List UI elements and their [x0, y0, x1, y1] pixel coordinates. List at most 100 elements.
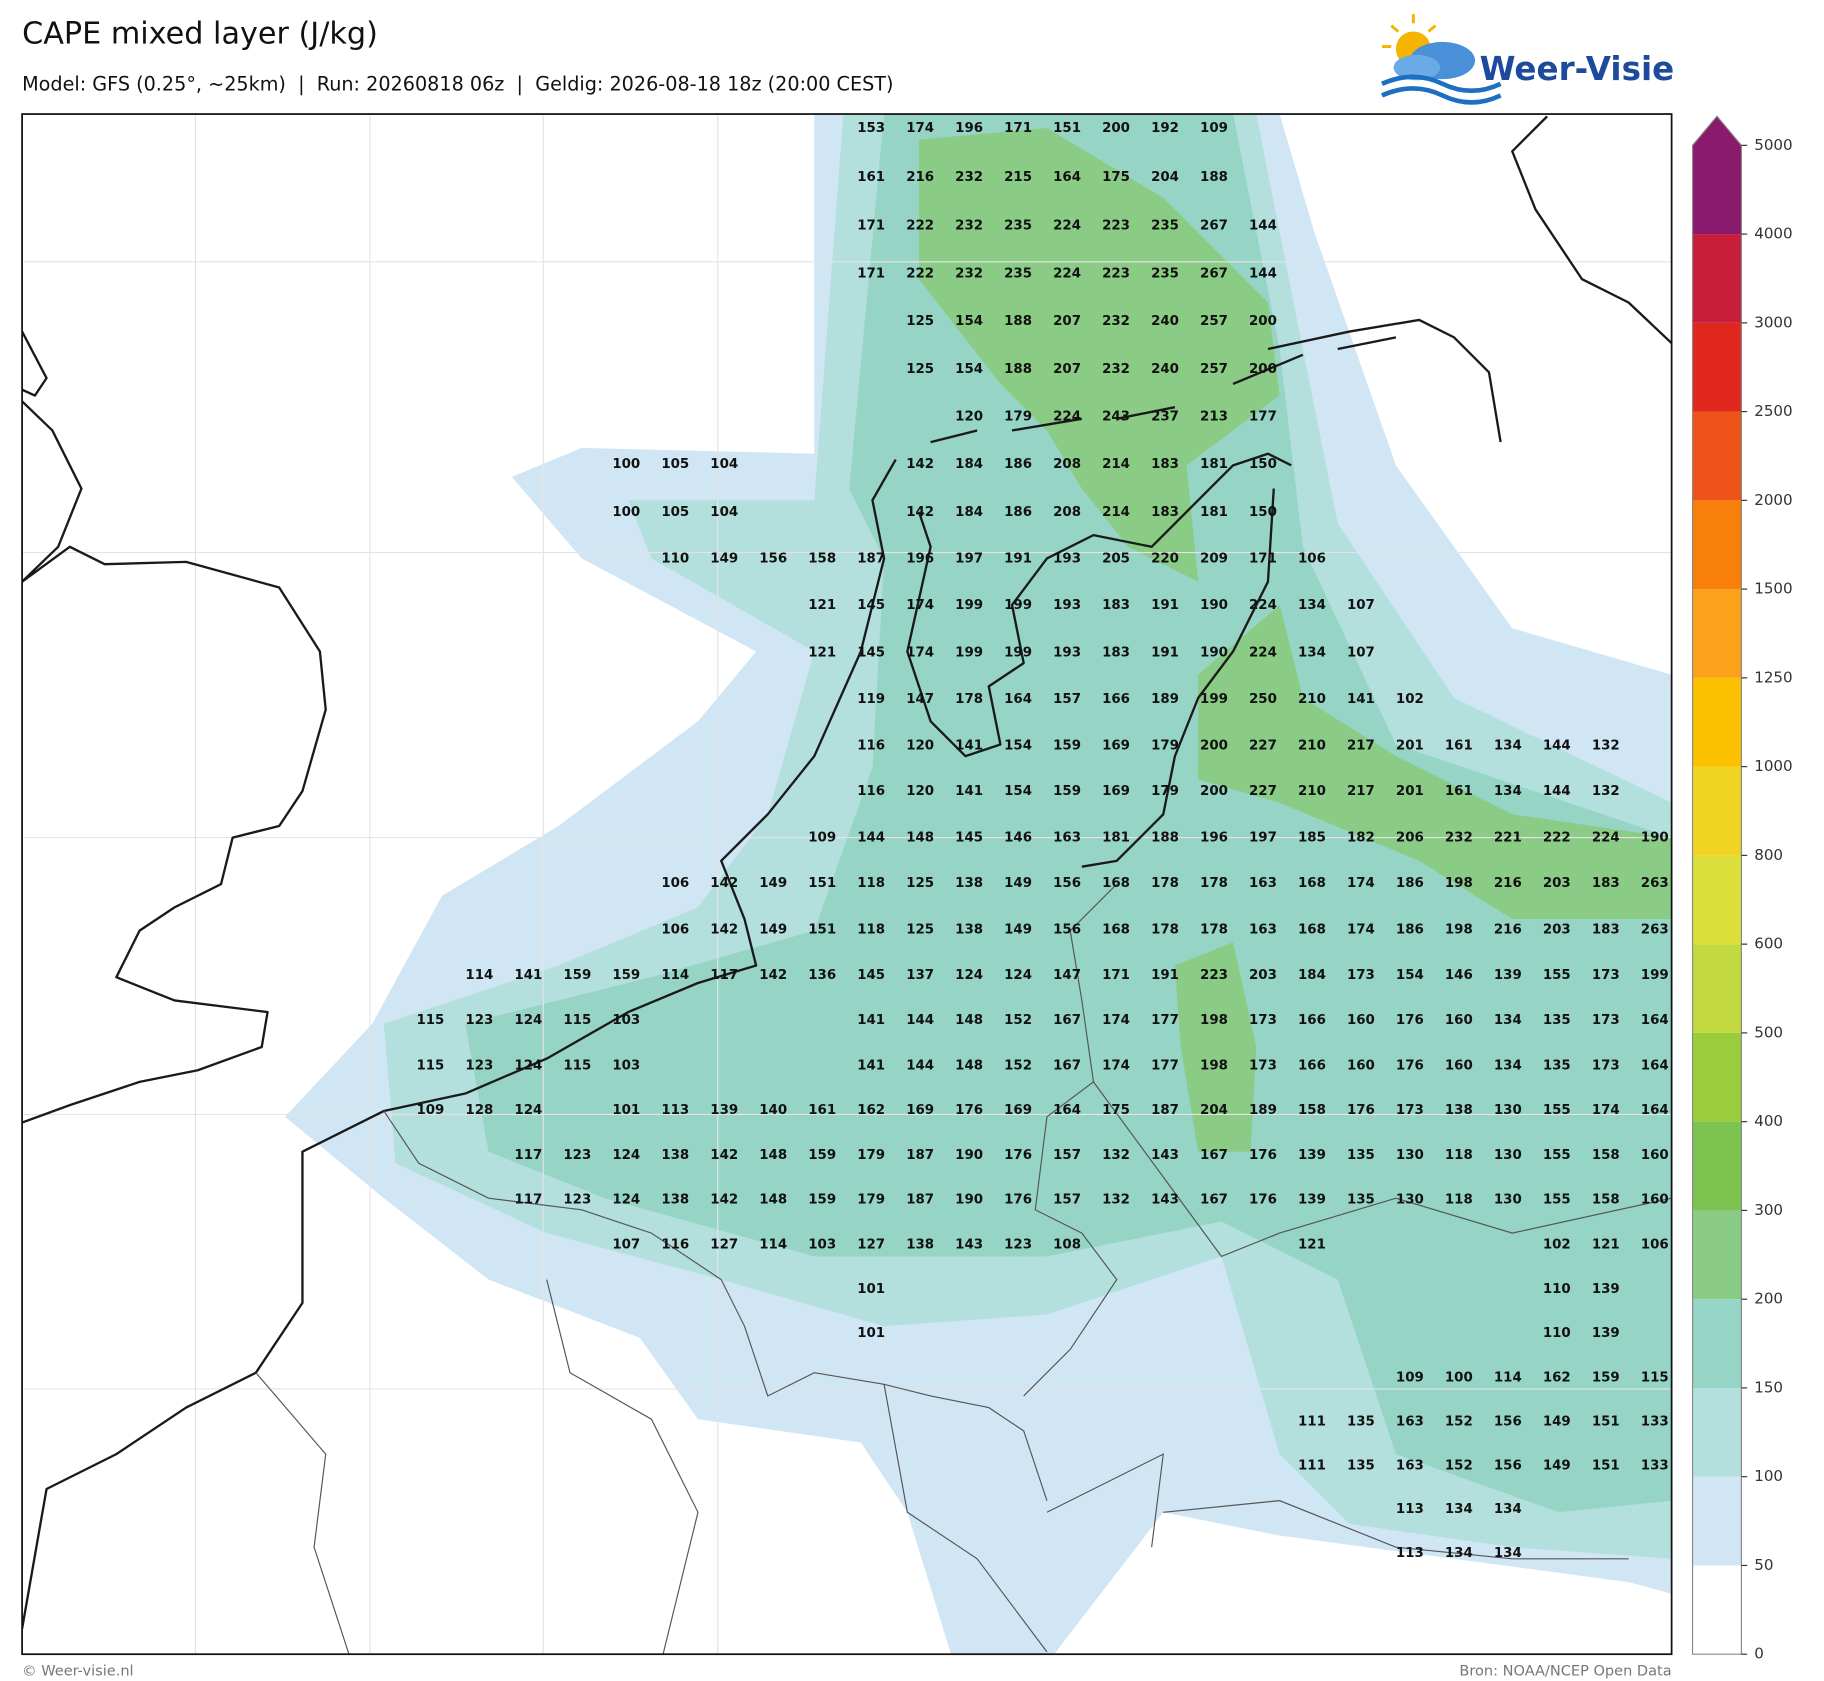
cape-label: 183 — [1592, 922, 1620, 937]
cape-label: 144 — [857, 831, 885, 846]
cape-label: 161 — [1445, 784, 1473, 799]
cape-label: 187 — [906, 1148, 934, 1163]
cape-label: 224 — [1053, 409, 1081, 424]
colorbar-band — [1692, 855, 1742, 945]
cape-label: 199 — [1004, 598, 1032, 613]
cape-label: 100 — [1445, 1370, 1473, 1385]
cape-label: 105 — [661, 457, 689, 472]
cape-label: 123 — [563, 1148, 591, 1163]
cape-label: 217 — [1347, 784, 1375, 799]
cape-label: 117 — [710, 968, 738, 983]
cape-label: 148 — [955, 1013, 983, 1028]
cape-label: 101 — [857, 1326, 885, 1341]
cape-label: 184 — [955, 505, 983, 520]
cape-label: 196 — [955, 121, 983, 136]
cape-label: 232 — [955, 266, 983, 281]
cape-label: 208 — [1053, 505, 1081, 520]
cape-label: 199 — [955, 646, 983, 661]
cape-label: 142 — [710, 1192, 738, 1207]
colorbar-tick-label: 4000 — [1754, 225, 1792, 243]
cape-label: 153 — [857, 121, 885, 136]
cape-label: 144 — [1543, 784, 1571, 799]
cape-label: 141 — [857, 1059, 885, 1074]
cape-label: 100 — [612, 457, 640, 472]
cape-label: 142 — [759, 968, 787, 983]
cape-label: 232 — [1102, 362, 1130, 377]
cape-label: 141 — [514, 968, 542, 983]
cape-label: 222 — [1543, 831, 1571, 846]
cape-label: 181 — [1102, 831, 1130, 846]
cape-label: 210 — [1298, 784, 1326, 799]
cape-label: 169 — [906, 1103, 934, 1118]
cape-label: 130 — [1494, 1192, 1522, 1207]
cape-label: 216 — [1494, 876, 1522, 891]
cape-label: 227 — [1249, 739, 1277, 754]
cape-label: 191 — [1151, 968, 1179, 983]
cape-label: 154 — [1396, 968, 1424, 983]
cape-label: 224 — [1249, 598, 1277, 613]
cape-label: 132 — [1592, 739, 1620, 754]
cape-label: 217 — [1347, 739, 1375, 754]
cape-label: 117 — [514, 1192, 542, 1207]
cape-label: 138 — [661, 1192, 689, 1207]
cape-label: 159 — [1592, 1370, 1620, 1385]
cape-label: 124 — [514, 1103, 542, 1118]
cape-label: 130 — [1396, 1192, 1424, 1207]
cape-label: 134 — [1494, 1013, 1522, 1028]
cape-label: 191 — [1151, 646, 1179, 661]
colorbar-tick-label: 800 — [1754, 846, 1783, 864]
cape-label: 116 — [857, 739, 885, 754]
cape-label: 178 — [1151, 876, 1179, 891]
cape-label: 133 — [1641, 1459, 1669, 1474]
cape-label: 196 — [1200, 831, 1228, 846]
cape-label: 154 — [1004, 739, 1032, 754]
cape-label: 201 — [1396, 784, 1424, 799]
cape-label: 193 — [1053, 646, 1081, 661]
cape-label: 243 — [1102, 409, 1130, 424]
cape-label: 124 — [514, 1059, 542, 1074]
cape-label: 173 — [1347, 968, 1375, 983]
colorbar-band — [1692, 1387, 1742, 1477]
cape-label: 207 — [1053, 314, 1081, 329]
title: CAPE mixed layer (J/kg) — [22, 16, 378, 51]
cape-label: 223 — [1102, 266, 1130, 281]
cape-label: 192 — [1151, 121, 1179, 136]
cape-label: 154 — [955, 362, 983, 377]
colorbar-tick-label: 150 — [1754, 1378, 1783, 1396]
cape-label: 154 — [1004, 784, 1032, 799]
cape-label: 190 — [1641, 831, 1669, 846]
cape-label: 159 — [1053, 784, 1081, 799]
cape-label: 150 — [1249, 505, 1277, 520]
cape-label: 169 — [1004, 1103, 1032, 1118]
cape-label: 190 — [1200, 646, 1228, 661]
cape-label: 174 — [906, 598, 934, 613]
cape-label: 114 — [661, 968, 689, 983]
cape-label: 106 — [661, 922, 689, 937]
cape-label: 161 — [808, 1103, 836, 1118]
cape-label: 178 — [1151, 922, 1179, 937]
cape-label: 199 — [1200, 692, 1228, 707]
cape-label: 151 — [808, 876, 836, 891]
cape-label: 102 — [1396, 692, 1424, 707]
cape-label: 152 — [1004, 1013, 1032, 1028]
colorbar-tick-label: 1000 — [1754, 757, 1792, 775]
cape-label: 222 — [906, 219, 934, 234]
colorbar-tick-label: 500 — [1754, 1023, 1783, 1041]
cape-label: 106 — [1641, 1238, 1669, 1253]
cape-label: 177 — [1249, 409, 1277, 424]
cape-label: 167 — [1200, 1192, 1228, 1207]
cape-label: 110 — [661, 551, 689, 566]
cape-label: 108 — [1053, 1238, 1081, 1253]
cape-label: 171 — [857, 266, 885, 281]
cape-label: 188 — [1200, 170, 1228, 185]
cape-label: 101 — [857, 1282, 885, 1297]
colorbar-tick-label: 400 — [1754, 1112, 1783, 1130]
cape-label: 139 — [1592, 1326, 1620, 1341]
cape-label: 199 — [955, 598, 983, 613]
cape-label: 204 — [1151, 170, 1179, 185]
cape-label: 151 — [808, 922, 836, 937]
colorbar-tick-label: 5000 — [1754, 136, 1792, 154]
cape-label: 176 — [955, 1103, 983, 1118]
cape-label: 138 — [906, 1238, 934, 1253]
cape-label: 113 — [1396, 1502, 1424, 1517]
